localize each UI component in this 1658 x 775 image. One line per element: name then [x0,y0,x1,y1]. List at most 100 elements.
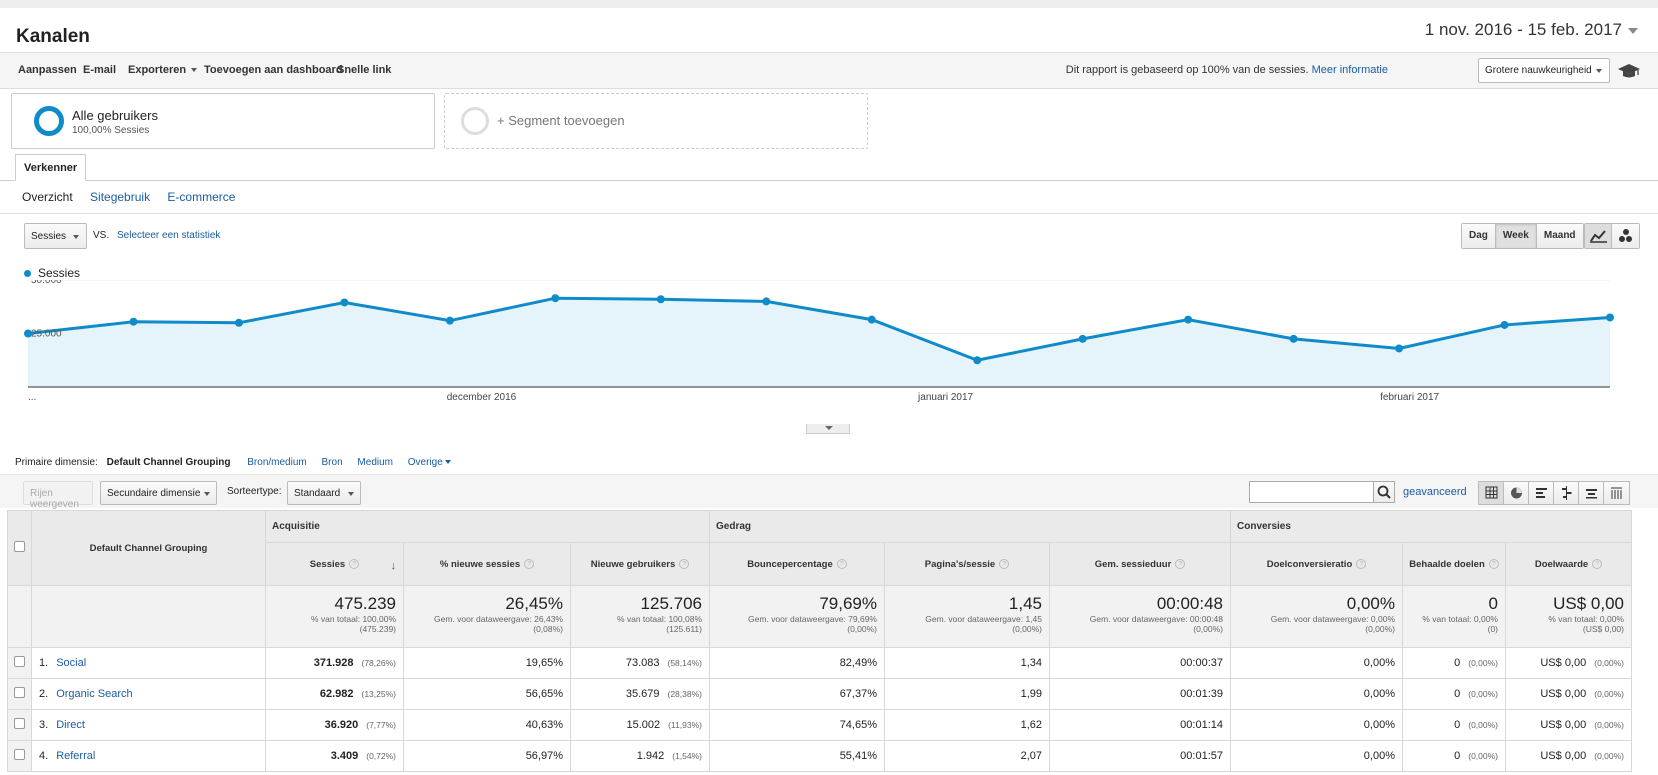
chevron-down-icon [204,492,210,496]
cell-value: US$ 0,00 [1540,719,1587,731]
help-icon[interactable]: ? [679,558,690,569]
comparison-view-icon[interactable] [1554,482,1579,504]
dimension-source[interactable]: Bron [321,457,343,468]
channel-link[interactable]: Direct [56,719,85,731]
total-goal-value: US$ 0,00% van totaal: 0,00% (US$ 0,00) [1505,585,1632,648]
dimension-medium[interactable]: Medium [357,457,393,468]
help-icon[interactable]: ? [836,558,847,569]
help-icon[interactable]: ? [1356,558,1367,569]
show-rows-button[interactable]: Rijen weergeven [23,481,93,510]
help-icon[interactable]: ? [524,558,535,569]
col-pages-per-session-header[interactable]: Pagina's/sessie? [884,542,1050,586]
pie-view-icon[interactable] [1504,482,1529,504]
sort-desc-icon[interactable]: ↓ [390,560,397,572]
secondary-dimension-select[interactable]: Secundaire dimensie [100,481,217,505]
help-icon[interactable]: ? [349,558,360,569]
table-view-icon[interactable] [1479,482,1504,504]
metric-select[interactable]: Sessies [24,223,87,249]
divider [0,213,1658,214]
cell-value: 19,65% [525,657,563,669]
add-to-dashboard-button[interactable]: Toevoegen aan dashboard [204,64,343,76]
row-checkbox[interactable] [14,718,25,729]
week-button[interactable]: Week [1495,224,1537,248]
add-segment-button[interactable]: + Segment toevoegen [444,93,868,149]
cell-new_users: 15.002 (11,93%) [570,709,710,741]
subtab-ecommerce[interactable]: E-commerce [167,190,236,204]
col-goal-completions-header[interactable]: Behaalde doelen? [1402,542,1506,586]
chevron-down-icon [73,235,79,239]
channel-cell: 4. Referral [31,740,266,772]
sort-type-select[interactable]: Standaard [287,481,361,505]
sessions-chart: 50.000 25.000... december 2016 januari 2017… [24,280,1614,403]
dimension-other[interactable]: Overige [408,457,451,468]
help-icon[interactable]: ? [1175,558,1186,569]
data-point [1500,320,1509,329]
performance-view-icon[interactable] [1529,482,1554,504]
col-bounce-rate-header[interactable]: Bouncepercentage? [709,542,885,586]
row-index: 4. [39,750,49,762]
help-icon[interactable]: ? [1592,558,1603,569]
graduation-cap-icon[interactable] [1617,63,1641,79]
col-goal-value-header[interactable]: Doelwaarde? [1505,542,1632,586]
date-range-picker[interactable]: 1 nov. 2016 - 15 feb. 2017 [1425,20,1638,40]
col-new-users-header[interactable]: Nieuwe gebruikers? [570,542,710,586]
area-fill [28,298,1610,387]
subtab-site-usage[interactable]: Sitegebruik [90,190,151,204]
cell-pages: 1,99 [884,678,1050,710]
group-behavior: Gedrag [709,510,1231,543]
row-checkbox[interactable] [14,749,25,760]
col-new-sessions-pct-header[interactable]: % nieuwe sessies? [403,542,571,586]
cell-value: 36.920 [324,719,359,731]
total-l1: % van totaal: 100,00% [310,614,396,624]
advanced-filter-link[interactable]: geavanceerd [1403,486,1467,498]
line-chart-icon[interactable] [1585,224,1612,248]
col-goal-conversion-header[interactable]: Doelconversieratio? [1230,542,1403,586]
segment-all-users[interactable]: Alle gebruikers 100,00% Sessies [11,93,435,149]
select-all-checkbox[interactable] [14,541,25,552]
total-new-users: 125.706% van totaal: 100,08% (125.611) [570,585,710,648]
dimension-header[interactable]: Default Channel Grouping [31,510,266,586]
more-info-link[interactable]: Meer informatie [1311,64,1388,76]
total-big: 00:00:48 [1156,594,1223,613]
group-conversions: Conversies [1230,510,1632,543]
collapse-chart-handle[interactable] [806,424,850,434]
row-checkbox[interactable] [14,656,25,667]
row-checkbox[interactable] [14,687,25,698]
column-label: Nieuwe gebruikers [590,558,676,570]
customize-button[interactable]: Aanpassen [18,64,77,76]
help-icon[interactable]: ? [1488,558,1499,569]
channel-link[interactable]: Social [56,657,87,669]
cell-value: 1,34 [1020,657,1042,669]
precision-select[interactable]: Grotere nauwkeurigheid [1478,58,1610,83]
cell-value: 00:01:14 [1180,719,1223,731]
segment-placeholder-icon [461,107,489,135]
select-all-cell [7,510,32,586]
cell-value: 56,97% [525,750,563,762]
day-button[interactable]: Dag [1462,224,1496,248]
help-icon[interactable]: ? [999,558,1010,569]
motion-chart-icon[interactable] [1612,224,1639,248]
col-sessions-header[interactable]: Sessies? ↓ [265,542,404,586]
cell-pct: (1,54%) [672,751,702,761]
email-button[interactable]: E-mail [83,64,117,76]
term-cloud-view-icon[interactable] [1579,482,1604,504]
subtab-overview[interactable]: Overzicht [22,190,73,204]
pivot-view-icon[interactable] [1604,482,1629,504]
group-acquisition: Acquisitie [265,510,710,543]
export-button[interactable]: Exporteren [128,64,198,76]
data-point [1606,313,1614,322]
top-strip [0,0,1658,8]
shortcut-button[interactable]: Snelle link [337,64,392,76]
cell-goals: 0 (0,00%) [1402,678,1506,710]
dimension-source-medium[interactable]: Bron/medium [247,457,307,468]
cell-new_pct: 40,63% [403,709,571,741]
total-l2: (125.611) [666,624,702,634]
col-avg-duration-header[interactable]: Gem. sessieduur? [1049,542,1231,586]
table-controls: Rijen weergeven Secundaire dimensie Stan… [0,474,1658,510]
month-button[interactable]: Maand [1536,224,1583,248]
search-icon[interactable] [1373,481,1395,503]
channel-link[interactable]: Organic Search [56,688,133,700]
channel-link[interactable]: Referral [56,750,96,762]
tab-explorer[interactable]: Verkenner [15,154,87,181]
select-metric-link[interactable]: Selecteer een statistiek [117,230,221,241]
